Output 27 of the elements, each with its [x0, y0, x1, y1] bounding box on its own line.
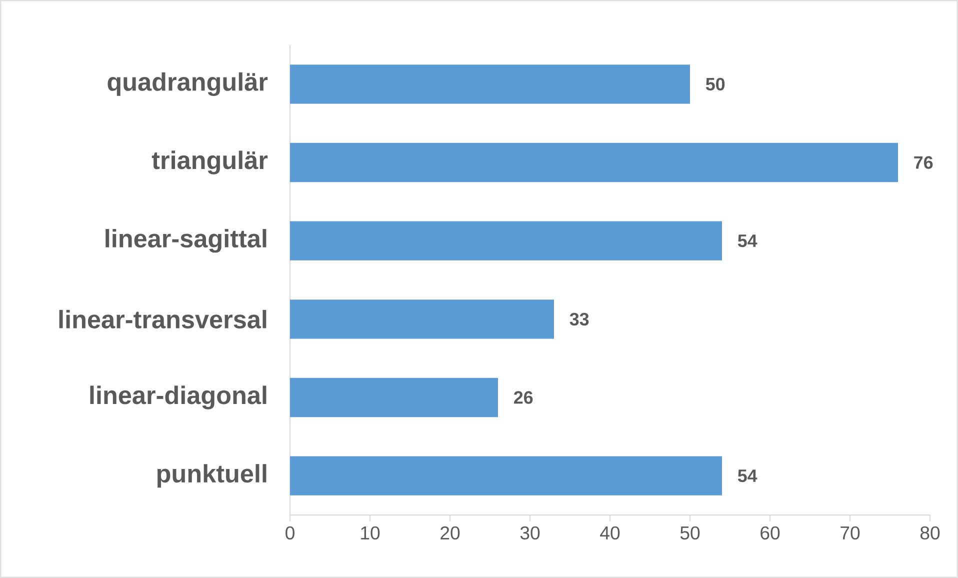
- bar: [290, 300, 554, 339]
- data-label: 76: [914, 156, 933, 169]
- bar: [290, 64, 690, 104]
- y-tick-label: linear-transversal: [59, 310, 266, 328]
- x-tick-label: 60: [760, 526, 780, 540]
- x-tick-label: 10: [361, 526, 380, 540]
- data-label: 50: [706, 78, 725, 91]
- bar: [290, 456, 722, 496]
- x-tick-label: 70: [840, 526, 860, 540]
- y-tick-label: punktuell: [157, 464, 266, 488]
- y-tick-label: quadrangulär: [108, 72, 268, 96]
- data-label: 26: [514, 391, 533, 404]
- bar: [290, 378, 498, 418]
- bar: [290, 221, 722, 260]
- x-tick-label: 40: [600, 526, 620, 540]
- x-tick-label: 20: [440, 526, 460, 540]
- y-tick-label: linear-sagittal: [106, 229, 266, 253]
- data-label: 54: [738, 470, 758, 482]
- x-tick-label: 50: [680, 526, 700, 540]
- x-tick-label: 0: [286, 526, 294, 540]
- data-label: 33: [570, 312, 589, 326]
- y-tick-label: triangulär: [152, 150, 268, 174]
- bar: [290, 142, 898, 182]
- y-tick-label: linear-diagonal: [90, 386, 266, 410]
- x-tick-label: 30: [520, 526, 540, 540]
- x-tick-label: 80: [920, 526, 940, 540]
- data-label: 54: [738, 234, 758, 248]
